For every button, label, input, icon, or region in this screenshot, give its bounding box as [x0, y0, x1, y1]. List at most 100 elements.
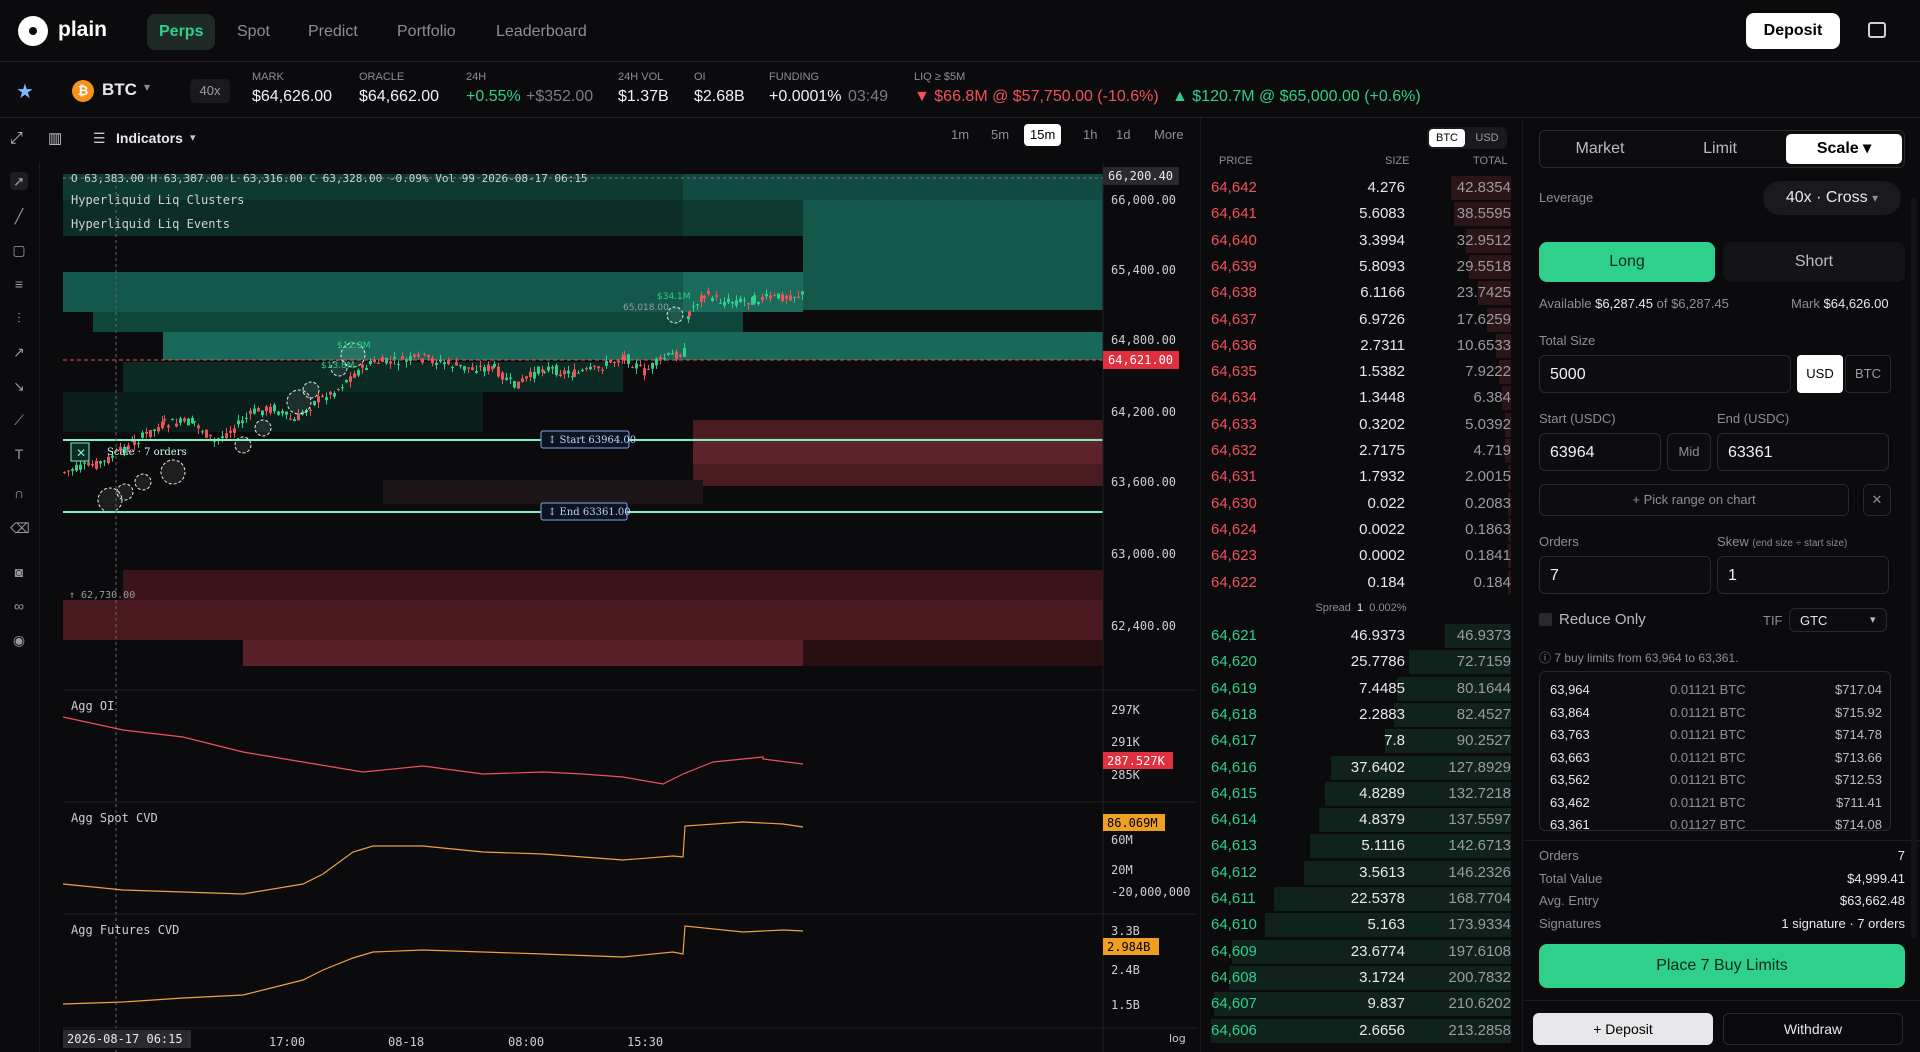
ask-row[interactable]: 64,637 6.9726 17.6259 [1211, 307, 1511, 333]
leverage-badge[interactable]: 40x [190, 79, 230, 103]
eye-icon[interactable]: ◉ [12, 632, 26, 648]
ask-row[interactable]: 64,636 2.7311 10.6533 [1211, 333, 1511, 359]
symbol-selector[interactable]: BTC [102, 80, 137, 99]
link-icon[interactable]: ∞ [14, 598, 24, 614]
indicators-button[interactable]: Indicators [116, 130, 183, 146]
size-unit-btc[interactable]: BTC [1845, 355, 1891, 393]
tf-1m[interactable]: 1m [951, 127, 970, 142]
size-input[interactable]: 5000 [1539, 355, 1791, 393]
bid-row[interactable]: 64,613 5.1116 142.6713 [1211, 833, 1511, 859]
bid-row[interactable]: 64,618 2.2883 82.4527 [1211, 702, 1511, 728]
eraser-icon[interactable]: ⌫ [10, 520, 30, 536]
cursor-icon[interactable]: ➚ [10, 172, 28, 190]
bid-row[interactable]: 64,612 3.5613 146.2326 [1211, 860, 1511, 886]
bid-row[interactable]: 64,615 4.8289 132.7218 [1211, 781, 1511, 807]
tf-1d[interactable]: 1d [1116, 127, 1131, 142]
bid-row[interactable]: 64,611 22.5378 168.7704 [1211, 886, 1511, 912]
mid-button[interactable]: Mid [1667, 433, 1711, 471]
bid-row[interactable]: 64,621 46.9373 46.9373 [1211, 623, 1511, 649]
bid-row[interactable]: 64,620 25.7786 72.7159 [1211, 649, 1511, 675]
bid-row[interactable]: 64,617 7.8 90.2527 [1211, 728, 1511, 754]
long-button[interactable]: Long [1539, 242, 1715, 282]
wallet-icon[interactable] [1868, 22, 1886, 38]
bid-row[interactable]: 64,610 5.163 173.9334 [1211, 912, 1511, 938]
unit-btc[interactable]: BTC [1429, 129, 1465, 147]
deposit-button[interactable]: Deposit [1746, 13, 1840, 49]
tab-leaderboard[interactable]: Leaderboard [496, 23, 587, 40]
ask-row[interactable]: 64,631 1.7932 2.0015 [1211, 464, 1511, 490]
pick-range-button[interactable]: + Pick range on chart [1539, 484, 1849, 516]
bid-row[interactable]: 64,616 37.6402 127.8929 [1211, 755, 1511, 781]
logo-icon[interactable] [18, 16, 48, 46]
brand-name[interactable]: plain [58, 18, 108, 41]
tab-limit[interactable]: Limit [1703, 140, 1737, 157]
scale-close-icon[interactable] [70, 442, 90, 462]
ask-row[interactable]: 64,640 3.3994 32.9512 [1211, 228, 1511, 254]
ask-row[interactable]: 64,638 6.1166 23.7425 [1211, 280, 1511, 306]
size-unit-usd[interactable]: USD [1797, 355, 1843, 393]
tab-perps[interactable]: Perps [147, 14, 216, 50]
tab-predict[interactable]: Predict [308, 23, 358, 40]
tab-scale[interactable]: Scale ▾ [1786, 134, 1902, 164]
ask-row[interactable]: 64,630 0.022 0.2083 [1211, 491, 1511, 517]
path-icon[interactable]: ↗ [13, 344, 25, 360]
bid-row[interactable]: 64,619 7.4485 80.1644 [1211, 676, 1511, 702]
chevron-down-icon[interactable]: ▾ [144, 80, 151, 94]
tab-spot[interactable]: Spot [237, 23, 270, 40]
bid-row[interactable]: 64,614 4.8379 137.5597 [1211, 807, 1511, 833]
tab-portfolio[interactable]: Portfolio [397, 23, 456, 40]
withdraw-button[interactable]: Withdraw [1723, 1013, 1903, 1045]
start-input[interactable]: 63964 [1539, 433, 1661, 471]
arrow-icon[interactable]: ↘ [13, 378, 25, 394]
panel-deposit-button[interactable]: + Deposit [1533, 1013, 1713, 1045]
price-chart[interactable]: O 63,383.00 H 63,387.00 L 63,316.00 C 63… [63, 162, 1197, 1052]
end-input[interactable]: 63361 [1717, 433, 1889, 471]
tf-15m[interactable]: 15m [1024, 124, 1062, 146]
rectangle-icon[interactable]: ▢ [12, 242, 26, 258]
ask-row[interactable]: 64,634 1.3448 6.384 [1211, 385, 1511, 411]
panel-scrollbar[interactable] [1911, 198, 1917, 938]
tf-1h[interactable]: 1h [1083, 127, 1098, 142]
indicators-icon[interactable]: ☰ [93, 130, 106, 146]
ask-row[interactable]: 64,624 0.0022 0.1863 [1211, 517, 1511, 543]
bid-row[interactable]: 64,606 2.6656 213.2858 [1211, 1018, 1511, 1044]
chevron-down-icon[interactable]: ▾ [190, 132, 196, 144]
orders-input[interactable]: 7 [1539, 556, 1711, 594]
trendline-icon[interactable]: ╱ [14, 208, 24, 224]
ask-row[interactable]: 64,642 4.276 42.8354 [1211, 175, 1511, 201]
tf-more[interactable]: More [1154, 127, 1184, 142]
ruler-icon[interactable]: ⟋ [14, 412, 24, 428]
ask-row[interactable]: 64,635 1.5382 7.9222 [1211, 359, 1511, 385]
tab-market[interactable]: Market [1575, 140, 1625, 157]
ask-row[interactable]: 64,633 0.3202 5.0392 [1211, 412, 1511, 438]
bid-row[interactable]: 64,607 9.837 210.6202 [1211, 991, 1511, 1017]
fib-icon[interactable]: ≡ [14, 276, 24, 292]
text-icon[interactable]: T [14, 446, 24, 462]
leverage-selector[interactable]: 40x · Cross ▾ [1763, 181, 1901, 215]
expand-icon[interactable]: ⤢ [10, 130, 23, 147]
chart-type-icon[interactable]: ▥ [48, 130, 63, 147]
magnet-icon[interactable]: ∩ [13, 485, 25, 501]
unit-usd[interactable]: USD [1475, 132, 1499, 144]
clear-range-icon[interactable]: ✕ [1863, 484, 1891, 516]
measure-icon[interactable]: ⫶ [17, 310, 21, 326]
ask-row[interactable]: 64,623 0.0002 0.1841 [1211, 543, 1511, 569]
ask-row[interactable]: 64,639 5.8093 29.5518 [1211, 254, 1511, 280]
start-handle[interactable] [540, 430, 630, 449]
close-icon[interactable]: ✕ [76, 446, 86, 460]
short-button[interactable]: Short [1723, 242, 1905, 282]
place-orders-button[interactable]: Place 7 Buy Limits [1539, 944, 1905, 988]
tf-5m[interactable]: 5m [991, 127, 1010, 142]
tif-select[interactable]: GTC ▾ [1789, 608, 1887, 632]
ask-row[interactable]: 64,632 2.7175 4.719 [1211, 438, 1511, 464]
reduce-only-checkbox[interactable] [1539, 613, 1552, 626]
bid-row[interactable]: 64,609 23.6774 197.6108 [1211, 939, 1511, 965]
camera-icon[interactable]: ◙ [14, 564, 24, 580]
bid-row[interactable]: 64,608 3.1724 200.7832 [1211, 965, 1511, 991]
log-toggle[interactable]: log [1169, 1032, 1186, 1045]
star-icon[interactable]: ★ [16, 81, 34, 103]
ask-row[interactable]: 64,622 0.184 0.184 [1211, 570, 1511, 596]
ask-row[interactable]: 64,641 5.6083 38.5595 [1211, 201, 1511, 227]
skew-input[interactable]: 1 [1717, 556, 1889, 594]
end-handle[interactable] [540, 502, 628, 521]
